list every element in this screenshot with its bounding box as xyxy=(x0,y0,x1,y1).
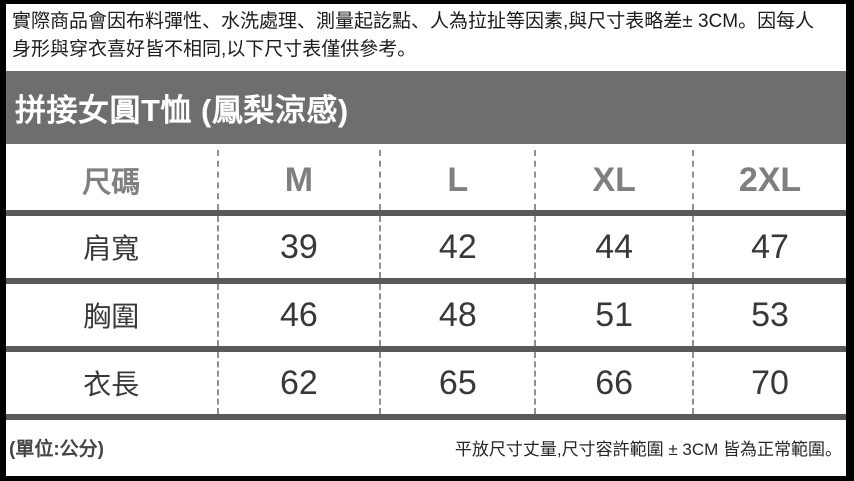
column-header-size: 尺碼 xyxy=(82,167,141,199)
column-header-m: M xyxy=(216,150,380,210)
table-header-row: 尺碼 M L XL 2XL xyxy=(6,150,846,210)
product-title: 拼接女圓T恤 (鳳梨涼感) xyxy=(15,93,349,128)
table-row-chest: 胸圍 46 48 51 53 xyxy=(6,284,846,346)
table-row-length: 衣長 62 65 66 70 xyxy=(6,352,846,414)
row-divider xyxy=(6,278,846,284)
unit-label: (單位:公分) xyxy=(9,438,104,460)
size-value: 44 xyxy=(534,216,692,278)
size-value: 47 xyxy=(692,216,846,278)
size-value: 70 xyxy=(692,352,846,414)
size-value: 62 xyxy=(216,352,380,414)
row-divider xyxy=(6,210,846,216)
column-header-2xl: 2XL xyxy=(692,150,846,210)
product-title-band: 拼接女圓T恤 (鳳梨涼感) xyxy=(6,71,846,144)
size-value: 66 xyxy=(534,352,692,414)
size-value: 42 xyxy=(379,216,534,278)
footer: (單位:公分) 平放尺寸丈量,尺寸容許範圍 ± 3CM 皆為正常範圍。 xyxy=(6,420,846,476)
table-row-shoulder: 肩寬 39 42 44 47 xyxy=(6,216,846,278)
column-header-xl: XL xyxy=(534,150,692,210)
size-table: 尺碼 M L XL 2XL 肩寬 39 42 44 47 胸圍 46 48 51… xyxy=(6,150,846,420)
row-divider xyxy=(6,414,846,420)
measurement-note: 平放尺寸丈量,尺寸容許範圍 ± 3CM 皆為正常範圍。 xyxy=(454,439,842,459)
size-value: 53 xyxy=(692,284,846,346)
row-label: 衣長 xyxy=(83,369,140,400)
size-value: 48 xyxy=(379,284,534,346)
row-divider xyxy=(6,346,846,352)
size-value: 39 xyxy=(216,216,380,278)
row-label: 肩寬 xyxy=(83,233,140,264)
size-value: 51 xyxy=(534,284,692,346)
size-value: 65 xyxy=(379,352,534,414)
disclaimer-text: 實際商品會因布料彈性、水洗處理、測量起訖點、人為拉扯等因素,與尺寸表略差± 3C… xyxy=(12,11,815,60)
column-header-l: L xyxy=(379,150,534,210)
size-value: 46 xyxy=(216,284,380,346)
row-label: 胸圍 xyxy=(83,301,140,332)
